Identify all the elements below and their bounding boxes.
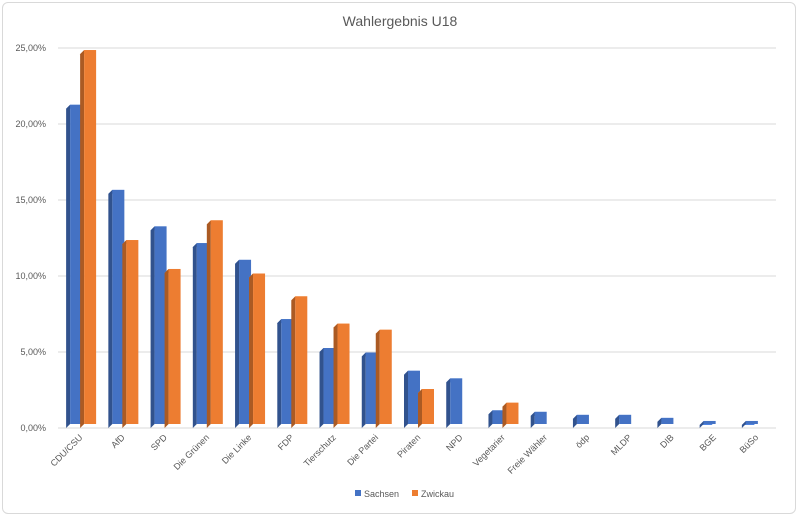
bar-zwickau-4: [249, 273, 266, 428]
x-tick-label: Vegetarier: [471, 432, 507, 468]
bar-zwickau-7: [375, 329, 392, 428]
x-tick-label: SPD: [149, 432, 170, 453]
x-tick-label: Die Grünen: [172, 432, 212, 472]
x-tick-label: Piraten: [395, 432, 422, 459]
y-tick-label: 15,00%: [15, 195, 46, 205]
chart-title: Wahlergebnis U18: [343, 13, 458, 29]
bar-zwickau-2: [164, 268, 181, 428]
y-tick-label: 0,00%: [20, 423, 46, 433]
bars: [66, 50, 758, 429]
y-tick-label: 10,00%: [15, 271, 46, 281]
x-axis: CDU/CSU AfD SPD Die Grünen Die Linke FDP Tiers…: [48, 432, 760, 476]
y-axis: 0,00% 5,00% 10,00% 15,00% 20,00% 25,00%: [15, 43, 46, 433]
bar-zwickau-3: [206, 220, 223, 428]
x-tick-label: FDP: [276, 432, 296, 452]
bar-sachsen-8: [404, 370, 420, 428]
x-tick-label: CDU/CSU: [48, 432, 84, 468]
bar-zwickau-1: [122, 240, 139, 428]
x-tick-label: DIB: [658, 432, 676, 450]
bar-zwickau-10: [502, 402, 519, 428]
legend-swatch: [355, 490, 361, 496]
bar-sachsen-5: [277, 319, 294, 428]
bar-sachsen-1: [108, 189, 125, 428]
legend-label: Sachsen: [364, 489, 399, 499]
x-tick-label: AfD: [109, 432, 127, 450]
bar-sachsen-7: [361, 352, 378, 428]
x-tick-label: Tierschutz: [302, 432, 339, 469]
x-tick-label: Die Partei: [345, 432, 380, 467]
bar-sachsen-11: [530, 411, 547, 428]
bar-sachsen-13: [615, 414, 632, 428]
x-tick-label: MLDP: [609, 432, 634, 457]
bar-sachsen-3: [192, 243, 209, 428]
bar-sachsen-4: [235, 259, 252, 428]
y-tick-label: 20,00%: [15, 119, 46, 129]
bar-sachsen-12: [572, 414, 589, 428]
x-tick-label: Freie Wähler: [506, 432, 549, 475]
bar-sachsen-9: [446, 378, 463, 428]
bar-zwickau-0: [80, 50, 97, 428]
legend-swatch: [412, 490, 418, 496]
x-tick-label: BGE: [698, 432, 719, 453]
bar-sachsen-0: [66, 104, 83, 429]
x-tick-label: BüSo: [738, 432, 761, 455]
bar-sachsen-15: [699, 420, 716, 428]
x-tick-label: Die Linke: [220, 432, 254, 466]
legend-label: Zwickau: [421, 489, 454, 499]
legend: Sachsen Zwickau: [355, 489, 454, 499]
bar-sachsen-10: [488, 410, 505, 428]
x-tick-label: ödp: [574, 432, 592, 450]
bar-sachsen-2: [150, 226, 167, 428]
bar-sachsen-16: [741, 420, 758, 428]
bar-sachsen-6: [319, 348, 336, 428]
y-tick-label: 25,00%: [15, 43, 46, 53]
bar-zwickau-8: [418, 389, 434, 428]
legend-item-sachsen: Sachsen: [355, 489, 399, 499]
y-tick-label: 5,00%: [20, 347, 46, 357]
bar-zwickau-5: [291, 296, 308, 428]
x-tick-label: NPD: [444, 432, 465, 453]
legend-item-zwickau: Zwickau: [412, 489, 454, 499]
bar-sachsen-14: [657, 417, 674, 428]
bar-zwickau-6: [333, 323, 350, 428]
